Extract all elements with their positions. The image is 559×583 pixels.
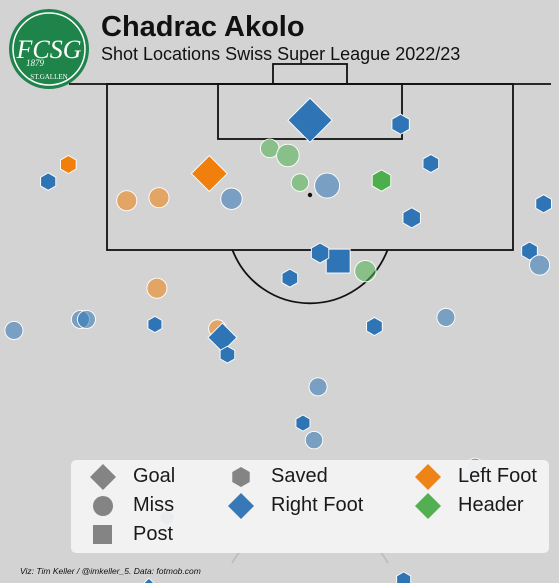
shot-marker-saved-35: [295, 414, 311, 432]
shot-marker-miss-8: [290, 173, 310, 192]
shot-marker-saved-20: [281, 268, 299, 288]
legend-label-header: Header: [458, 494, 524, 516]
shot-marker-miss-9: [314, 172, 341, 199]
shot-marker-saved-10: [371, 169, 392, 192]
legend-post-marker: [93, 525, 112, 544]
goal-frame: [272, 63, 348, 85]
shot-marker-miss-13: [148, 187, 170, 209]
credit-text: Viz: Tim Keller / @imkeller_5. Data: fot…: [20, 566, 201, 576]
page-subtitle: Shot Locations Swiss Super League 2022/2…: [101, 44, 461, 64]
shot-marker-saved-40: [396, 571, 412, 583]
shot-marker-saved-11: [422, 153, 440, 174]
legend-miss-marker: [93, 496, 113, 516]
legend-label-saved: Saved: [271, 465, 328, 487]
club-logo: FCSG 1879 ST.GALLEN: [9, 9, 89, 89]
shot-marker-miss-24: [4, 321, 24, 340]
logo-top-text: FCSG: [16, 35, 82, 64]
shot-marker-saved-18: [310, 242, 330, 264]
shot-marker-saved-2: [391, 113, 410, 135]
legend-label-miss: Miss: [133, 494, 175, 516]
shot-marker-miss-22: [529, 254, 551, 276]
shot-marker-miss-19: [354, 259, 377, 283]
shot-marker-goal-1: [287, 97, 333, 143]
legend-label-left-foot: Left Foot: [458, 465, 537, 487]
shot-marker-saved-4: [60, 154, 77, 175]
legend-label-goal: Goal: [133, 465, 176, 487]
penalty-spot: [307, 192, 313, 198]
shot-marker-miss-32: [436, 307, 456, 327]
legend-header-marker: [415, 493, 441, 519]
shot-marker-saved-15: [402, 207, 421, 229]
legend-goal-marker: [90, 464, 116, 490]
legend-right-foot-marker: [228, 493, 254, 519]
shot-marker-miss-26: [76, 309, 96, 329]
logo-background: [9, 9, 89, 89]
legend-saved-marker: [232, 467, 250, 487]
shot-marker-miss-7: [276, 143, 300, 168]
legend-label-post: Post: [133, 523, 174, 545]
shot-marker-post-17: [325, 248, 351, 274]
logo-bottom-text: ST.GALLEN: [30, 73, 67, 81]
shot-marker-goal-39: [143, 577, 155, 583]
pitch-markings: [69, 63, 551, 564]
shot-marker-miss-36: [304, 430, 324, 450]
shot-marker-miss-23: [146, 277, 168, 299]
shot-marker-saved-31: [366, 316, 383, 337]
logo-ring: [12, 12, 86, 86]
shot-marker-miss-14: [220, 187, 243, 210]
legend: Goal Miss Post Saved Right Foot Left Foo…: [71, 460, 549, 553]
shot-marker-saved-21: [521, 241, 538, 261]
shot-marker-goal-3: [190, 154, 228, 193]
shot-marker-saved-16: [535, 194, 552, 214]
shot-marker-miss-12: [116, 190, 138, 212]
legend-label-right-foot: Right Foot: [271, 494, 364, 516]
shot-marker-miss-34: [308, 377, 328, 397]
legend-left-foot-marker: [415, 464, 441, 490]
shot-marker-saved-30: [219, 345, 236, 364]
shot-marker-saved-5: [40, 172, 57, 191]
header: FCSG 1879 ST.GALLEN Chadrac Akolo Shot L…: [0, 0, 559, 89]
page-title: Chadrac Akolo: [101, 11, 305, 43]
logo-year: 1879: [26, 58, 45, 68]
shot-marker-saved-27: [147, 315, 163, 334]
